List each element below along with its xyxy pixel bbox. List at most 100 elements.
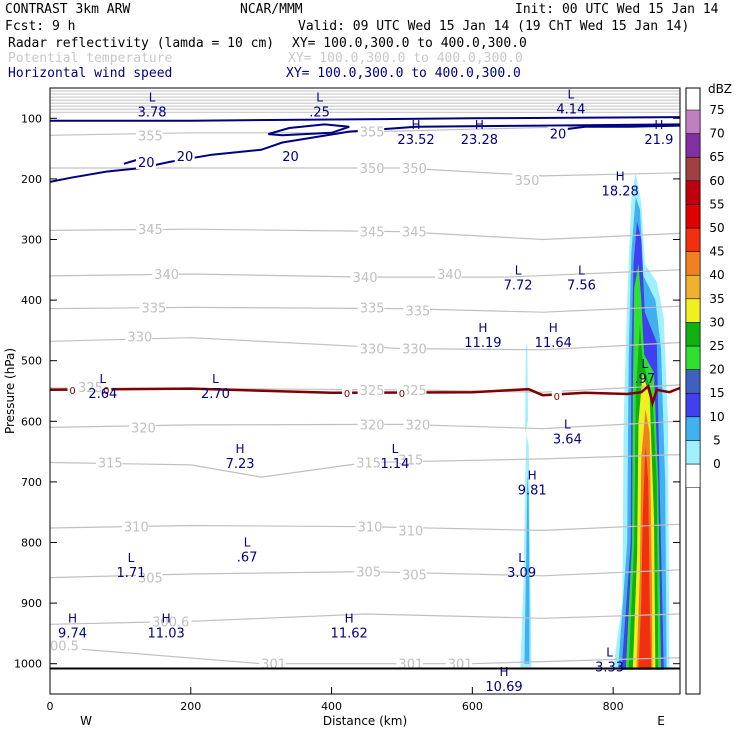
colorbar-swatch	[685, 463, 701, 488]
extremum-value: 9.74	[58, 626, 87, 641]
wind-contour-2	[50, 116, 681, 122]
theta-contour-label: 315	[98, 457, 123, 472]
colorbar-swatch	[685, 274, 701, 300]
theta-label-bg	[354, 455, 381, 470]
extremum-value: .67	[237, 551, 258, 566]
extremum-marker: H9.74	[58, 611, 87, 641]
colorbar-level-label: 30	[709, 315, 724, 329]
theta-contour-label: 301	[448, 658, 473, 673]
theta-contour-label: 300.6	[152, 615, 189, 630]
theta-contour-label: 305	[356, 566, 381, 581]
colorbar-level-label: 0	[713, 457, 721, 471]
wind-label-bg	[547, 126, 568, 141]
extremum-marker: L7.56	[567, 264, 596, 294]
colorbar-swatch	[685, 322, 701, 347]
theta-contour-label: 355	[138, 129, 163, 144]
extremum-marker: H9.81	[518, 468, 547, 498]
y-axis-label: Pressure (hPa)	[3, 348, 17, 434]
theta-label-bg	[135, 570, 163, 585]
extrema-layer: L3.78L.25L4.14H23.52H23.28H21.9H18.28L7.…	[58, 87, 673, 695]
theta-contour-label: 345	[360, 226, 385, 241]
extremum-type: L	[392, 442, 399, 456]
colorbar-swatch	[685, 251, 701, 276]
colorbar-level-label: 60	[709, 174, 724, 188]
header-valid-time: Valid: 09 UTC Wed 15 Jan 14 (19 ChT Wed …	[298, 19, 690, 34]
colorbar-level-label: 65	[709, 150, 724, 164]
theta-contour-label: 325	[78, 381, 103, 396]
extremum-value: .97	[634, 372, 655, 387]
theta-label-bg	[128, 420, 156, 435]
plot-frame	[49, 87, 681, 695]
extremum-value: 3.64	[553, 433, 582, 448]
wind-contour-5	[556, 124, 681, 132]
theta-label-bg	[135, 222, 163, 237]
extremum-type: L	[641, 357, 648, 371]
extremum-marker: H11.62	[331, 611, 368, 641]
freezing-level-layer	[49, 383, 681, 408]
theta-contour-label: 315	[398, 453, 423, 468]
theta-contour-label: 345	[402, 226, 427, 241]
theta-label-bg	[399, 160, 427, 175]
extremum-marker: L.25	[309, 90, 330, 120]
theta-contour-label: 330	[360, 343, 385, 358]
theta-contour-label: 340	[353, 271, 378, 286]
freezing-label-bg	[551, 389, 562, 402]
theta-contour-label: 330	[402, 343, 427, 358]
theta-contour-label: 310	[358, 521, 383, 536]
y-tick-label: 1000	[14, 658, 42, 671]
freezing-contour-label: 0	[103, 386, 109, 397]
extremum-value: 3.78	[138, 105, 167, 120]
theta-contour-label: 305	[138, 572, 163, 587]
theta-contour-label: 301	[261, 658, 286, 673]
extremum-marker: L.67	[237, 536, 258, 566]
y-tick-label: 600	[21, 415, 42, 428]
colorbar-level-label: 70	[709, 127, 724, 141]
field-theta-xy: XY= 100.0,300.0 to 400.0,300.0	[288, 51, 523, 66]
extremum-type: H	[236, 442, 245, 456]
extremum-value: 21.9	[644, 133, 673, 148]
wind-label-bg	[135, 154, 156, 169]
extremum-value: 18.28	[602, 185, 639, 200]
theta-contour-label: 00.5	[50, 640, 79, 655]
theta-label-bg	[399, 567, 427, 582]
extremum-type: L	[578, 264, 585, 278]
extremum-marker: L2.64	[88, 372, 117, 402]
theta-label-bg	[357, 160, 385, 175]
x-tick-label: 400	[321, 700, 342, 713]
wind-contour-label: 20	[282, 150, 299, 165]
theta-contour-label: 335	[360, 301, 385, 316]
wind-contour-label: 20	[177, 150, 194, 165]
extremum-type: H	[345, 611, 354, 625]
theta-label-bg	[48, 638, 82, 653]
theta-label-bg	[139, 300, 167, 315]
colorbar-swatch	[685, 440, 701, 465]
wind-label-bg	[280, 148, 301, 163]
theta-label-bg	[357, 341, 385, 356]
extremum-value: 1.14	[380, 457, 409, 472]
freezing-level-line	[49, 383, 681, 408]
theta-label-bg	[259, 656, 286, 671]
extremum-type: H	[162, 611, 171, 625]
freezing-label-bg	[342, 386, 353, 399]
theta-label-bg	[403, 303, 430, 318]
extremum-marker: H23.52	[397, 118, 434, 148]
extremum-type: H	[412, 118, 421, 132]
colorbar-swatch	[685, 156, 701, 182]
extremum-marker: H11.03	[148, 611, 185, 641]
theta-label-bg	[357, 124, 385, 139]
freezing-label-bg	[396, 386, 407, 399]
colorbar-swatch	[685, 392, 701, 418]
field-wind-name: Horizontal wind speed	[8, 66, 173, 81]
extremum-marker: L4.14	[556, 87, 585, 117]
extremum-value: 9.81	[518, 483, 547, 498]
theta-contour-label: 350	[360, 162, 385, 177]
y-tick-label: 300	[21, 234, 42, 247]
extremum-marker: H21.9	[644, 118, 673, 148]
x-tick-label: 0	[47, 700, 54, 713]
wind-contour-3	[267, 123, 350, 137]
theta-label-bg	[357, 224, 385, 239]
theta-label-bg	[357, 300, 385, 315]
theta-label-bg	[399, 341, 427, 356]
theta-contour-label: 320	[360, 418, 385, 433]
extremum-value: 7.56	[567, 279, 596, 294]
